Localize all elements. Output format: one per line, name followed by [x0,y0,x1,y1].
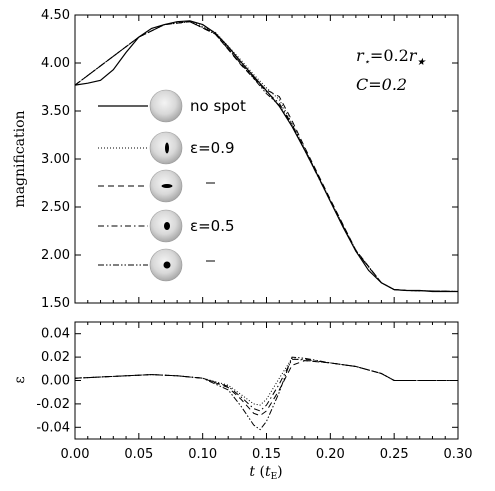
legend-entry-dashdotdot [98,248,215,282]
y-tick-label: 1.50 [41,296,70,311]
bottom-panel-ticks: -0.04 -0.02 0.00 0.02 0.04 0.00 0.05 0.10 0.15 0.… [36,322,472,462]
y-tick-label: 0.04 [41,327,70,342]
y-tick-label: 2.50 [41,200,70,215]
legend-label-no-spot: no spot [190,97,246,115]
x-tick-label: 0.25 [380,447,409,462]
x-tick-label: 0.10 [188,447,217,462]
x-axis-title: t (tE) [249,464,282,482]
epsilon-series-line-dashdot [74,358,458,412]
bottom-y-axis-title: ε [12,376,28,383]
spot-icon [165,142,169,154]
y-tick-label: -0.04 [36,420,70,435]
x-tick-label: 0.20 [316,447,345,462]
legend: no spot ε=0.9 ε=0.5 [98,89,246,282]
spot-icon [164,222,170,230]
x-tick-label: 0.30 [444,447,473,462]
epsilon-series-line-dashdotdot [74,356,458,431]
epsilon-series-line-dashed [74,360,458,417]
y-tick-label: 0.02 [41,350,70,365]
top-y-axis-title: magnification [12,110,28,207]
annotation-radius: r⋆=0.2r★ [356,46,426,68]
x-tick-label: 0.05 [124,447,153,462]
magnification-series-line-dashdotdot [74,21,459,292]
y-tick-label: -0.02 [36,397,70,412]
legend-entry-dotted: ε=0.9 [98,131,235,165]
star-disc-icon [149,89,183,123]
legend-label-eps-0-9: ε=0.9 [190,139,235,157]
annotation-contrast: C=0.2 [356,75,407,94]
y-tick-label: 4.00 [41,56,70,71]
x-tick-label: 0.15 [252,447,281,462]
y-tick-label: 0.00 [41,374,70,389]
y-tick-label: 2.00 [41,248,70,263]
y-tick-label: 4.50 [41,8,70,23]
y-tick-label: 3.50 [41,104,70,119]
legend-label-eps-0-5: ε=0.5 [190,217,235,235]
legend-entry-dashdot: ε=0.5 [98,209,235,243]
top-panel-ticks: 1.50 2.00 2.50 3.00 3.50 4.00 4.50 [41,8,459,311]
top-panel-series [74,20,459,293]
spot-icon [163,261,171,269]
legend-entry-dashed [98,169,215,203]
x-tick-label: 0.00 [61,447,90,462]
spot-icon [161,184,173,188]
bottom-panel-series [74,356,458,431]
epsilon-series-line-dotted [74,357,458,406]
y-tick-label: 3.00 [41,152,70,167]
legend-entry-no-spot: no spot [98,89,246,123]
